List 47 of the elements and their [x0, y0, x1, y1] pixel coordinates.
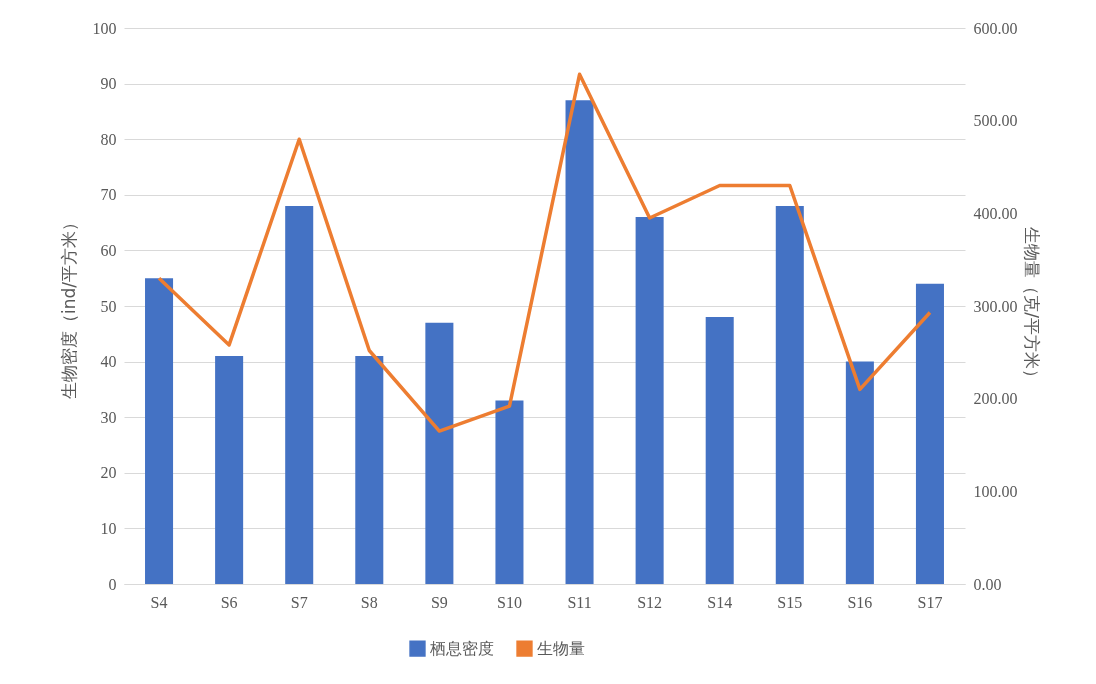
x-tick-label: S11 [567, 593, 592, 611]
bar [845, 361, 874, 584]
bar [355, 356, 384, 584]
y2-tick-label: 400.00 [973, 204, 1018, 222]
x-tick-label: S9 [430, 593, 448, 611]
y-tick-label: 100 [92, 19, 117, 37]
bar [565, 100, 594, 584]
y-tick-label: 90 [100, 75, 117, 93]
y-tick-label: 10 [100, 519, 117, 537]
y-tick-label: 70 [100, 186, 117, 204]
y2-tick-label: 500.00 [973, 112, 1018, 130]
legend-label: 生物量 [537, 639, 585, 657]
bar [145, 278, 174, 584]
y2-tick-label: 100.00 [973, 482, 1018, 500]
y2-tick-label: 300.00 [973, 297, 1018, 315]
x-tick-label: S8 [360, 593, 378, 611]
bar [705, 317, 734, 584]
x-tick-label: S15 [777, 593, 803, 611]
y2-tick-label: 0.00 [973, 575, 1002, 593]
bar [915, 283, 944, 584]
y-tick-label: 20 [100, 464, 117, 482]
y-tick-label: 50 [100, 297, 117, 315]
y-axis-title: 生物密度（ind/平方米） [58, 213, 79, 400]
x-tick-label: S14 [707, 593, 733, 611]
y-tick-label: 40 [100, 353, 117, 371]
x-tick-label: S12 [637, 593, 663, 611]
x-tick-label: S10 [497, 593, 522, 611]
bar [285, 205, 314, 584]
bar [425, 322, 454, 584]
y2-axis-title: 生物量（克/平方米） [1021, 227, 1042, 386]
x-tick-label: S4 [150, 593, 168, 611]
x-tick-label: S6 [220, 593, 238, 611]
y-tick-label: 60 [100, 241, 117, 259]
y-tick-label: 30 [100, 408, 117, 426]
line-series [157, 72, 932, 433]
y2-tick-label: 600.00 [973, 19, 1018, 37]
y-tick-label: 80 [100, 130, 117, 148]
bar [215, 356, 244, 584]
y2-tick-label: 200.00 [973, 390, 1018, 408]
legend-label: 栖息密度 [429, 639, 494, 657]
bar [635, 217, 664, 584]
x-tick-label: S17 [917, 593, 943, 611]
x-tick-label: S16 [847, 593, 873, 611]
bar [775, 205, 804, 584]
x-tick-label: S7 [290, 593, 308, 611]
y-tick-label: 0 [108, 575, 117, 593]
bar [495, 400, 524, 584]
